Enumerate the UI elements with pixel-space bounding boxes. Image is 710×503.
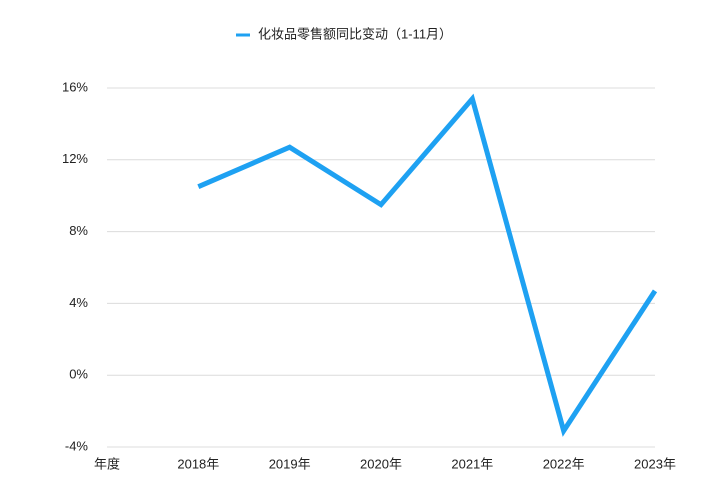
y-tick-label: 12% xyxy=(62,151,88,166)
x-tick-label: 2023年 xyxy=(634,456,676,471)
y-tick-label: 0% xyxy=(69,367,88,382)
y-tick-label: 8% xyxy=(69,223,88,238)
x-tick-label: 年度 xyxy=(94,456,120,471)
x-tick-label: 2020年 xyxy=(360,456,402,471)
y-tick-label: -4% xyxy=(65,438,89,453)
data-line xyxy=(197,93,658,437)
legend-label: 化妆品零售额同比变动（1-11月） xyxy=(258,26,452,41)
x-tick-label: 2022年 xyxy=(543,456,585,471)
y-tick-label: 16% xyxy=(62,79,88,94)
x-tick-label: 2021年 xyxy=(451,456,493,471)
y-tick-label: 4% xyxy=(69,295,88,310)
x-tick-label: 2019年 xyxy=(269,456,311,471)
x-tick-label: 2018年 xyxy=(177,456,219,471)
